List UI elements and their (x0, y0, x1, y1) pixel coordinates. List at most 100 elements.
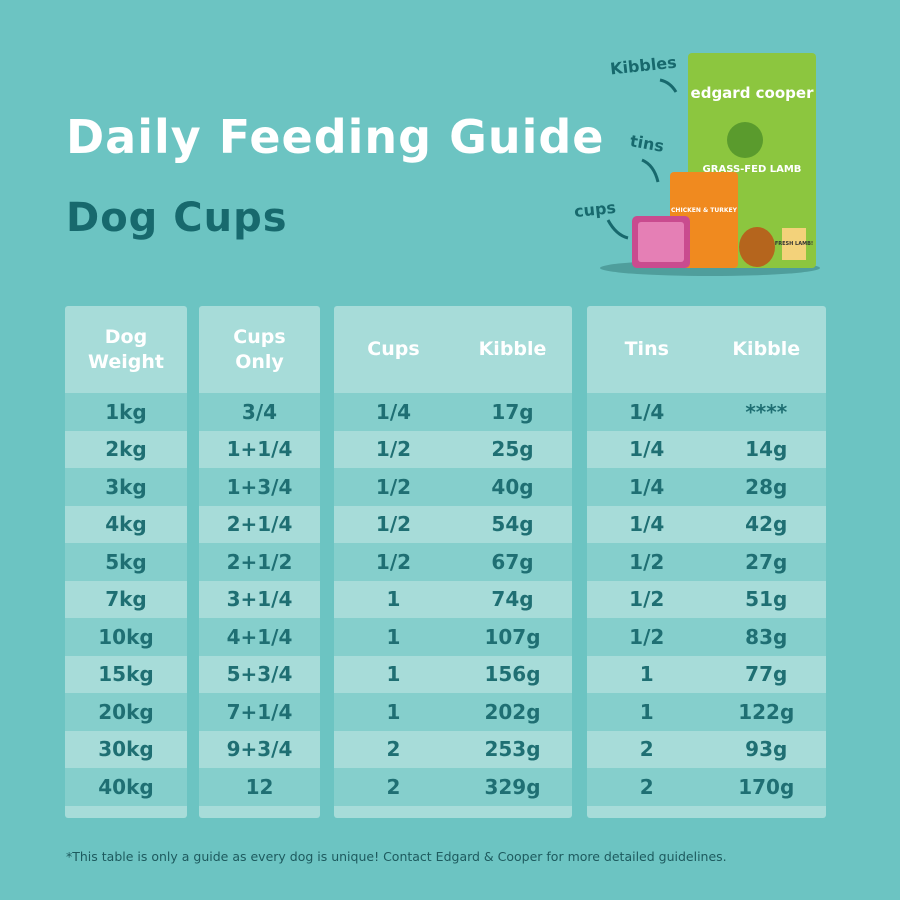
table-cell: **** (745, 399, 788, 424)
table-row: 1/4 14g (587, 431, 826, 469)
table-header: Tins Kibble (587, 306, 826, 393)
table-header: Cups Only (199, 306, 320, 393)
table-cell: 2kg (105, 437, 147, 462)
brand: edgard cooper (691, 84, 815, 102)
table-cell: 40g (491, 474, 534, 499)
table-cell: 3kg (105, 474, 147, 499)
table-row: 7+1/4 (199, 693, 320, 731)
table-cell: 1 (639, 699, 654, 724)
title: Daily Feeding Guide (66, 110, 605, 164)
table-row: 3kg (65, 468, 187, 506)
column-header: Cups Only (233, 325, 286, 373)
table-row: 1 107g (334, 618, 572, 656)
table-cell: 1/4 (629, 474, 665, 499)
table-row: 40kg (65, 768, 187, 806)
table-row: 10kg (65, 618, 187, 656)
table-row: 1+3/4 (199, 468, 320, 506)
table-row: 1/2 25g (334, 431, 572, 469)
table-row: 1 156g (334, 656, 572, 694)
table-cell: 1/4 (629, 512, 665, 537)
table-panel: Cups Only 3/4 1+1/4 1+3/4 2+1/4 2+1/2 3+1/4 4+1… (199, 306, 320, 818)
tin-name: CHICKEN & TURKEY (671, 207, 738, 214)
table-cell: 1 (639, 662, 654, 687)
table-row: 1 202g (334, 693, 572, 731)
table-panel: Cups Kibble 1/4 17g 1/2 25g 1/2 40g 1/2 54g 1/2 67g… (334, 306, 572, 818)
table-cell: 93g (745, 737, 788, 762)
table-cell: 12 (245, 774, 274, 799)
table-cell: 40kg (98, 774, 154, 799)
table-row: 1/4 **** (587, 393, 826, 431)
table-row: 1/2 83g (587, 618, 826, 656)
table-row: 7kg (65, 581, 187, 619)
table-row: 4kg (65, 506, 187, 544)
table-cell: 3/4 (241, 399, 278, 424)
table-cell: 42g (745, 512, 788, 537)
table-cell: 1 (386, 699, 401, 724)
table-cell: 1/2 (375, 474, 412, 499)
table-cell: 83g (745, 624, 788, 649)
table-cell: 25g (491, 437, 534, 462)
table-cell: 74g (491, 587, 534, 612)
bag-name: GRASS-FED LAMB (703, 164, 802, 175)
table-cell: 202g (484, 699, 541, 724)
table-row: 3/4 (199, 393, 320, 431)
table-cell: 107g (484, 624, 541, 649)
table-cell: 1+3/4 (226, 474, 293, 499)
table-cell: 2+1/2 (226, 549, 293, 574)
table-cell: 27g (745, 549, 788, 574)
table-row: 3+1/4 (199, 581, 320, 619)
table-cell: 67g (491, 549, 534, 574)
product-illustration: edgard cooper GRASS-FED LAMB FRESH LAMB!… (600, 53, 820, 276)
table-cell: 9+3/4 (226, 737, 293, 762)
table-cell: 156g (484, 662, 541, 687)
table-cell: 329g (484, 774, 541, 799)
table-row: 1 74g (334, 581, 572, 619)
table-cell: 2 (639, 774, 654, 799)
table-row: 2kg (65, 431, 187, 469)
table-cell: 20kg (98, 699, 154, 724)
table-cell: 170g (738, 774, 795, 799)
table-row: 12 (199, 768, 320, 806)
table-cell: 15kg (98, 662, 154, 687)
table-cell: 2 (386, 774, 401, 799)
table-row: 1/2 67g (334, 543, 572, 581)
table-row: 1kg (65, 393, 187, 431)
table-cell: 2 (639, 737, 654, 762)
table-row: 2 170g (587, 768, 826, 806)
column-header: Kibble (478, 338, 547, 360)
table-cell: 1 (386, 624, 401, 649)
table-cell: 1/4 (629, 437, 665, 462)
table-cell: 4+1/4 (226, 624, 293, 649)
table-panel: Tins Kibble 1/4 **** 1/4 14g 1/4 28g 1/4 42g 1/2 27… (587, 306, 826, 818)
table-cell: 253g (484, 737, 541, 762)
table-cell: 30kg (98, 737, 154, 762)
table-cell: 77g (745, 662, 788, 687)
table-row: 1 122g (587, 693, 826, 731)
table-row: 1/2 27g (587, 543, 826, 581)
table-row: 2+1/2 (199, 543, 320, 581)
table-cell: 1/2 (629, 549, 665, 574)
table-cell: 1 (386, 587, 401, 612)
table-cell: 1kg (105, 399, 147, 424)
table-row: 5+3/4 (199, 656, 320, 694)
table-row: 30kg (65, 731, 187, 769)
table-row: 9+3/4 (199, 731, 320, 769)
subtitle: Dog Cups (66, 195, 288, 241)
table-cell: 1+1/4 (226, 437, 293, 462)
table-cell: 1 (386, 662, 401, 687)
table-cell: 1/2 (629, 624, 665, 649)
table-row: 1/2 40g (334, 468, 572, 506)
table-cell: 122g (738, 699, 795, 724)
table-cell: 1/2 (375, 549, 412, 574)
table-row: 2 329g (334, 768, 572, 806)
table-row: 20kg (65, 693, 187, 731)
table-row: 1/4 42g (587, 506, 826, 544)
table-cell: 1/2 (629, 587, 665, 612)
table-panel: Dog Weight 1kg 2kg 3kg 4kg 5kg 7kg 10kg 15kg 20kg… (65, 306, 187, 818)
table-cell: 5+3/4 (226, 662, 293, 687)
table-cell: 1/2 (375, 437, 412, 462)
column-header: Cups (367, 338, 420, 360)
table-row: 2 253g (334, 731, 572, 769)
table-row: 2 93g (587, 731, 826, 769)
